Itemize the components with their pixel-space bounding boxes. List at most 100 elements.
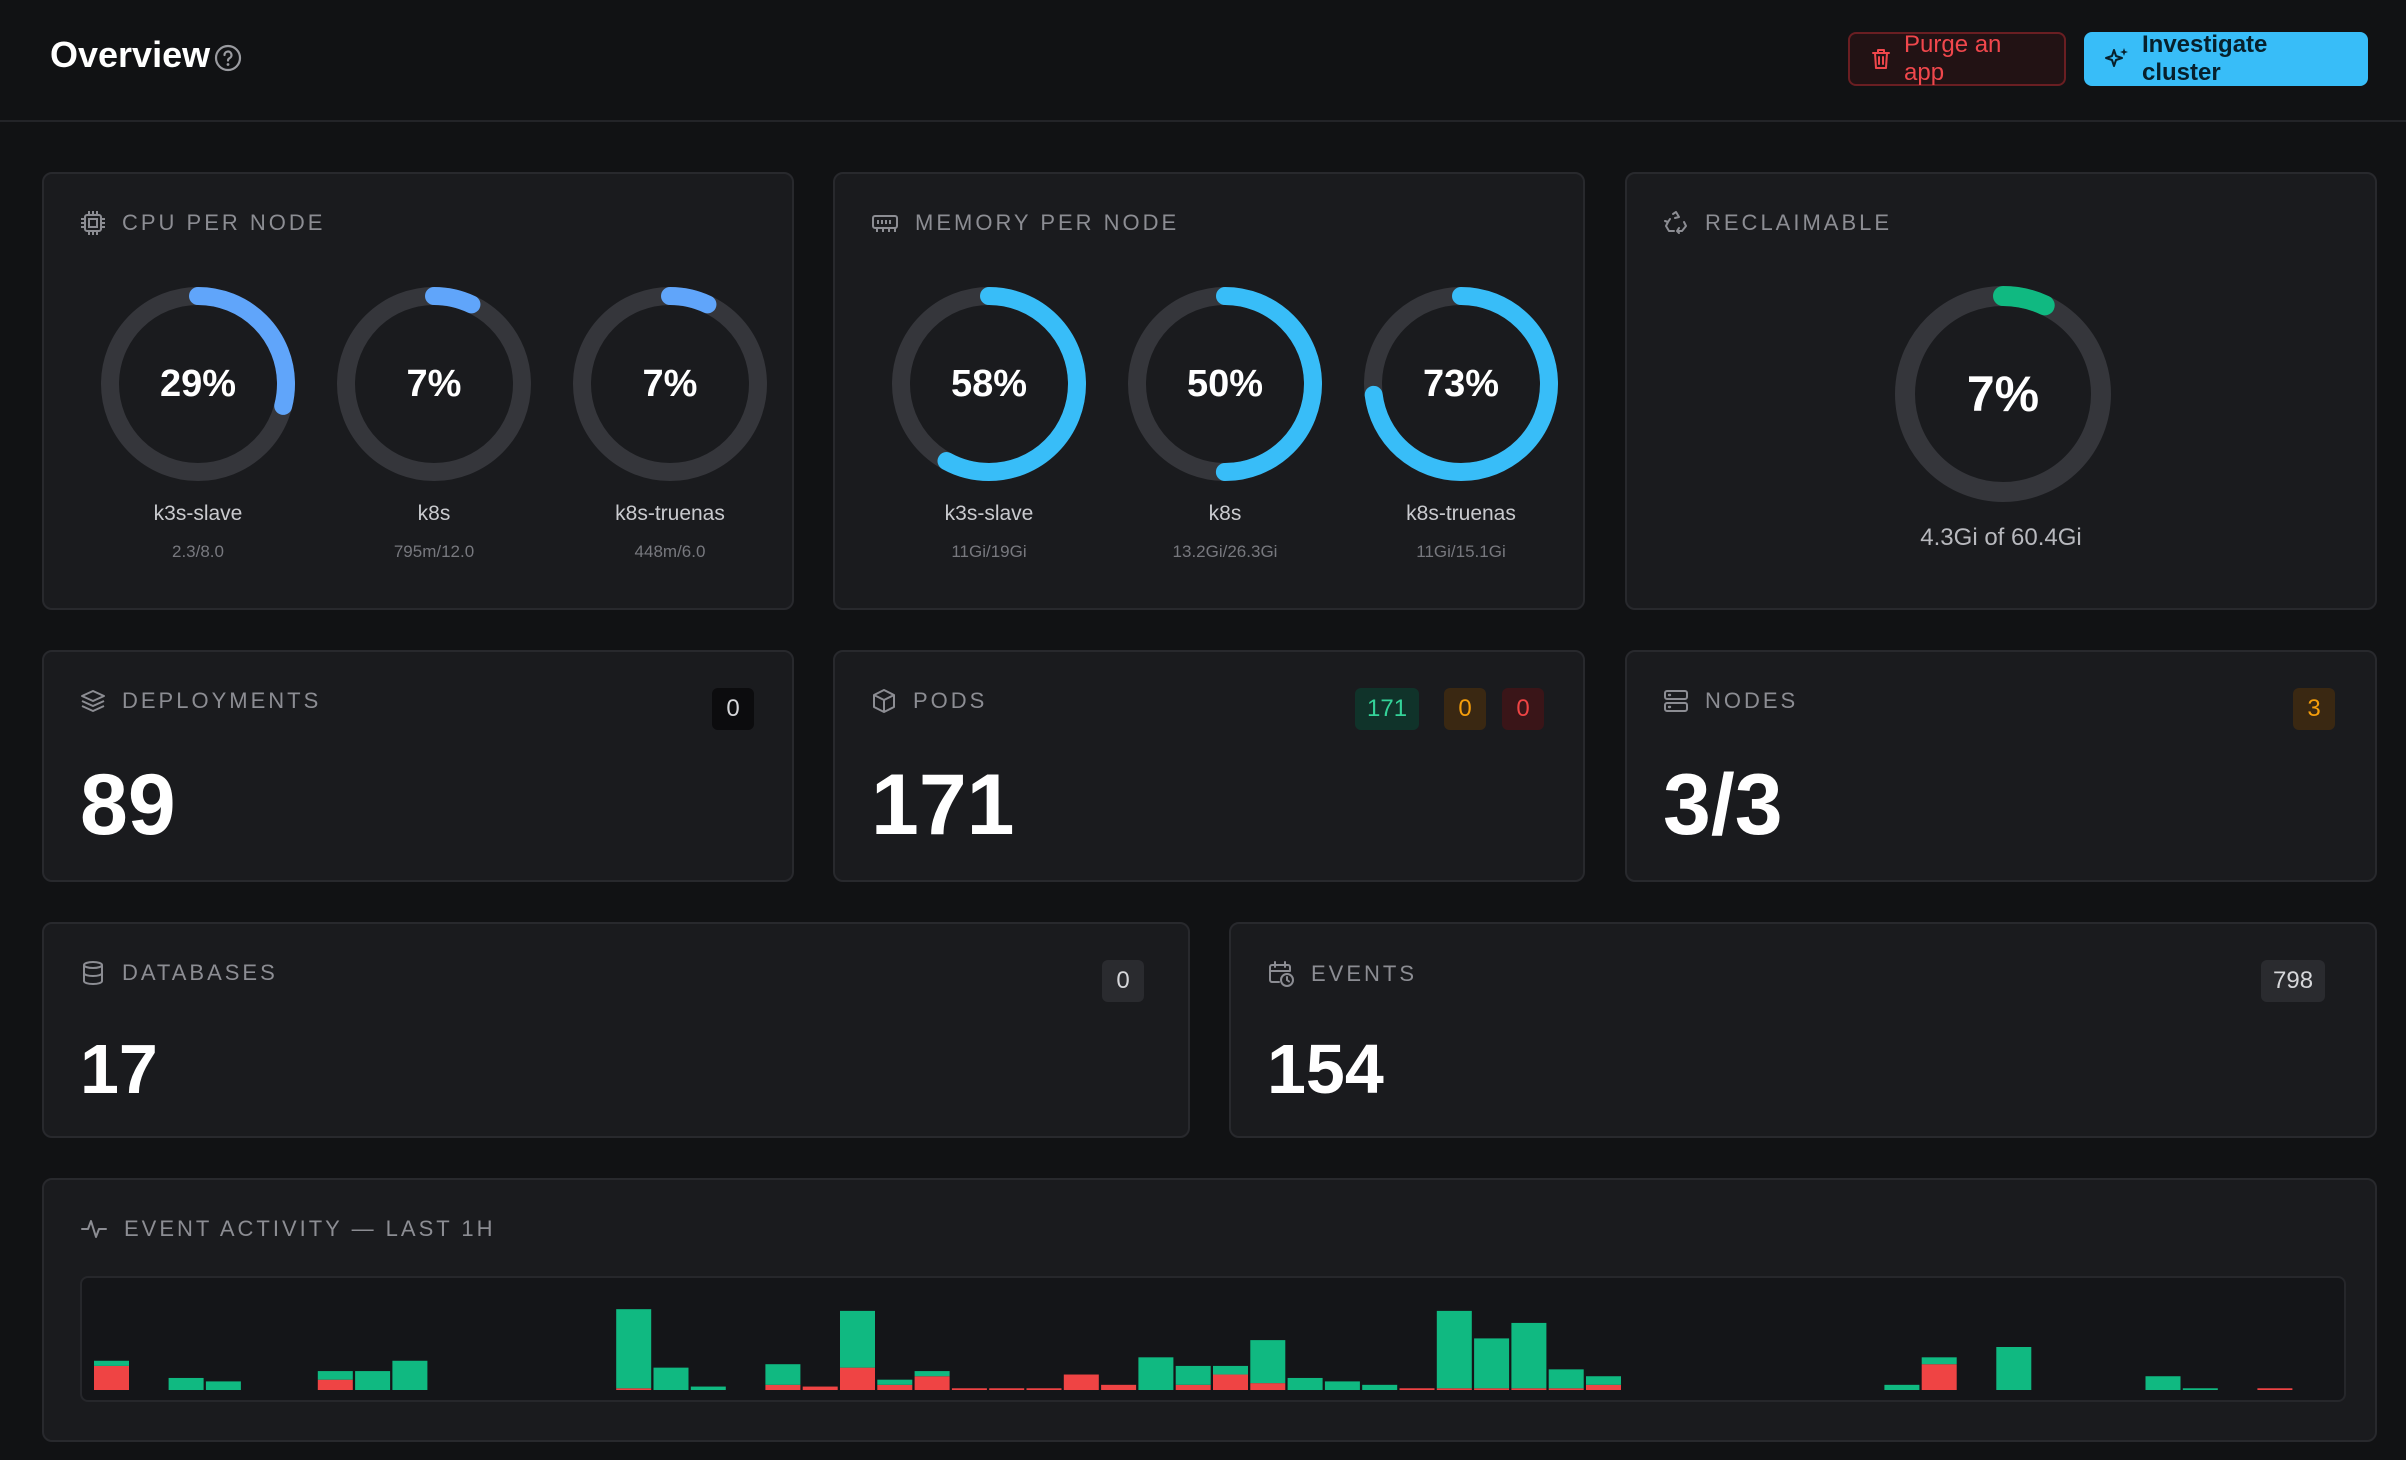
normal-event-bar[interactable] <box>1213 1365 1248 1375</box>
sparkles-icon <box>2105 48 2128 67</box>
memory-gauge-ring <box>892 287 1086 481</box>
memory-gauge-ring <box>1128 287 1322 481</box>
normal-event-bar[interactable] <box>1884 1384 1920 1390</box>
normal-event-bar[interactable] <box>2145 1376 2181 1390</box>
memory-node-name: k8s-truenas <box>1406 502 1516 525</box>
normal-event-bar[interactable] <box>2182 1388 2218 1390</box>
warning-event-bar[interactable] <box>1511 1388 1547 1390</box>
warning-event-bar[interactable] <box>1474 1388 1510 1390</box>
memory-card-title: MEMORY PER NODE <box>915 210 1180 235</box>
memory-gauge-percent: 50% <box>1186 362 1264 405</box>
warning-event-bar[interactable] <box>1063 1374 1099 1390</box>
investigate-cluster-button[interactable]: Investigate cluster <box>2084 31 2368 86</box>
memory-gauge-percent: 58% <box>950 362 1028 405</box>
warning-event-bar[interactable] <box>616 1388 652 1390</box>
normal-event-bar[interactable] <box>317 1371 353 1380</box>
warning-event-bar[interactable] <box>1026 1388 1062 1390</box>
warning-event-bar[interactable] <box>765 1384 801 1390</box>
warning-event-bar[interactable] <box>1101 1384 1137 1390</box>
nodes-card[interactable]: NODES 3 3/3 <box>1625 650 2377 882</box>
normal-event-bar[interactable] <box>1586 1376 1621 1385</box>
warning-event-bar[interactable] <box>1586 1384 1621 1390</box>
cpu-gauge-percent: 29% <box>159 362 237 405</box>
normal-event-bar[interactable] <box>392 1360 428 1390</box>
databases-card-title: DATABASES <box>122 960 278 985</box>
cpu-card-title: CPU PER NODE <box>122 210 326 235</box>
warning-event-bar[interactable] <box>840 1367 875 1390</box>
warning-event-bar[interactable] <box>914 1376 950 1390</box>
normal-event-bar[interactable] <box>1436 1310 1472 1389</box>
trash-icon <box>1872 49 1890 69</box>
cpu-gauge-ring <box>337 287 531 481</box>
normal-event-bar[interactable] <box>840 1310 875 1368</box>
normal-event-bar[interactable] <box>690 1386 726 1390</box>
deployments-count: 89 <box>80 757 176 853</box>
normal-event-bar[interactable] <box>1548 1369 1584 1389</box>
reclaimable-percent: 7% <box>1966 366 2040 422</box>
normal-event-bar[interactable] <box>205 1381 241 1390</box>
memory-node-name: k8s <box>1208 502 1242 525</box>
normal-event-bar[interactable] <box>1511 1322 1547 1389</box>
memory-gauge-ring <box>1364 287 1558 481</box>
normal-event-bar[interactable] <box>765 1364 801 1385</box>
warning-event-bar[interactable] <box>951 1388 987 1390</box>
databases-count: 17 <box>80 1030 158 1108</box>
event-activity-title: EVENT ACTIVITY — LAST 1H <box>124 1216 496 1241</box>
warning-event-bar[interactable] <box>1921 1364 1957 1390</box>
normal-event-bar[interactable] <box>1138 1357 1174 1390</box>
memory-node-name: k3s-slave <box>944 502 1034 525</box>
normal-event-bar[interactable] <box>1996 1347 2032 1390</box>
event-activity-chart <box>80 1276 2346 1402</box>
purge-app-button[interactable]: Purge an app <box>1848 31 2066 86</box>
events-badge: 798 <box>2261 960 2326 1002</box>
page-title: Overview <box>50 34 211 75</box>
normal-event-bar[interactable] <box>914 1371 950 1377</box>
layers-icon <box>81 690 105 712</box>
normal-event-bar[interactable] <box>1362 1384 1398 1390</box>
events-card[interactable]: EVENTS 798 154 <box>1229 922 2377 1138</box>
warning-event-bar[interactable] <box>2257 1388 2293 1390</box>
page-header: Overview Purge an app Investigate cluste… <box>0 0 2406 122</box>
deployments-card-title: DEPLOYMENTS <box>122 688 322 713</box>
help-icon[interactable] <box>214 44 242 72</box>
investigate-cluster-label: Investigate cluster <box>2142 31 2268 86</box>
normal-event-bar[interactable] <box>1324 1381 1360 1390</box>
normal-event-bar[interactable] <box>1474 1338 1510 1389</box>
warning-event-bar[interactable] <box>989 1388 1025 1390</box>
deployments-card[interactable]: DEPLOYMENTS 0 89 <box>42 650 794 882</box>
warning-event-bar[interactable] <box>317 1379 353 1390</box>
deployments-card-header: DEPLOYMENTS <box>80 688 321 714</box>
warning-event-bar[interactable] <box>877 1384 913 1390</box>
cpu-gauge-percent: 7% <box>406 362 462 405</box>
reclaimable-card: RECLAIMABLE 7% 4.3Gi of 60.4Gi <box>1625 172 2377 610</box>
normal-event-bar[interactable] <box>94 1360 129 1366</box>
normal-event-bar[interactable] <box>653 1367 689 1390</box>
cpu-gauge: 7% k8s-truenas 448m/6.0 <box>552 284 788 562</box>
nodes-badge: 3 <box>2293 688 2335 730</box>
warning-event-bar[interactable] <box>1399 1388 1435 1390</box>
databases-card[interactable]: DATABASES 0 17 <box>42 922 1190 1138</box>
event-activity-header: EVENT ACTIVITY — LAST 1H <box>80 1216 496 1242</box>
pods-card-header: PODS <box>871 688 987 714</box>
normal-event-bar[interactable] <box>355 1371 391 1390</box>
normal-event-bar[interactable] <box>1250 1340 1286 1384</box>
warning-event-bar[interactable] <box>1436 1388 1472 1390</box>
normal-event-bar[interactable] <box>1175 1365 1211 1385</box>
nodes-count: 3/3 <box>1663 757 1783 853</box>
normal-event-bar[interactable] <box>877 1379 913 1385</box>
normal-event-bar[interactable] <box>1287 1377 1323 1390</box>
warning-event-bar[interactable] <box>1213 1374 1248 1390</box>
normal-event-bar[interactable] <box>1921 1357 1957 1365</box>
normal-event-bar[interactable] <box>168 1377 204 1390</box>
normal-event-bar[interactable] <box>616 1309 652 1389</box>
warning-event-bar[interactable] <box>1175 1384 1211 1390</box>
warning-event-bar[interactable] <box>1250 1383 1286 1390</box>
warning-event-bar[interactable] <box>1548 1388 1584 1390</box>
memory-gauges: 58% k3s-slave 11Gi/19Gi 50% k8s 13.2Gi/2… <box>871 284 1579 562</box>
reclaimable-gauge-ring <box>1895 286 2111 502</box>
pods-card[interactable]: PODS 171 0 0 171 <box>833 650 1585 882</box>
cpu-node-name: k8s-truenas <box>615 502 725 525</box>
warning-event-bar[interactable] <box>802 1386 838 1390</box>
cpu-chip-icon <box>81 211 105 235</box>
warning-event-bar[interactable] <box>94 1365 129 1390</box>
